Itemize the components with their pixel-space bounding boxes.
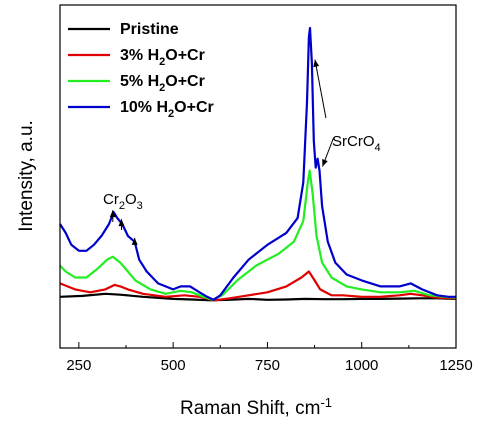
plot-frame xyxy=(59,4,457,349)
series-line-2 xyxy=(59,169,457,301)
legend-label-1: 3% H2O+Cr xyxy=(120,47,205,68)
x-tick-label: 1000 xyxy=(345,357,378,374)
annotation-arrow-head xyxy=(131,237,138,245)
series-layer xyxy=(59,26,457,302)
series-line-0 xyxy=(59,292,457,302)
series-line-1 xyxy=(59,270,457,302)
ticks-layer: 250 500 750 1000 1250 xyxy=(66,342,473,374)
x-tick-label: 500 xyxy=(161,357,186,374)
legend-label-2: 5% H2O+Cr xyxy=(120,73,205,94)
series-line-3 xyxy=(59,26,456,301)
annotation-srcro4: SrCrO4 xyxy=(332,133,381,154)
legend: Pristine 3% H2O+Cr 5% H2O+Cr 10% H2O+Cr xyxy=(68,21,214,120)
annotation-arrow-line xyxy=(314,59,327,119)
x-axis-label-text: Raman Shift, cm xyxy=(180,398,320,419)
x-tick-label: 250 xyxy=(66,357,91,374)
annotation-cr2o3: Cr2O3 xyxy=(103,191,143,212)
annotation-arrow-head xyxy=(313,59,320,68)
legend-label-0: Pristine xyxy=(120,21,179,38)
legend-label-3: 10% H2O+Cr xyxy=(120,99,214,120)
x-axis-label: Raman Shift, cm-1 xyxy=(180,395,332,419)
annotation-arrow-head xyxy=(118,219,125,227)
annotation-arrow-head xyxy=(322,158,328,167)
annotation-arrow-head xyxy=(109,210,116,218)
x-axis-label-sup: -1 xyxy=(320,395,332,410)
annotation-layer: Cr2O3 SrCrO4 xyxy=(103,59,381,245)
y-axis-label: Intensity, a.u. xyxy=(16,120,37,232)
x-tick-label: 1250 xyxy=(439,357,472,374)
x-tick-label: 750 xyxy=(255,357,280,374)
